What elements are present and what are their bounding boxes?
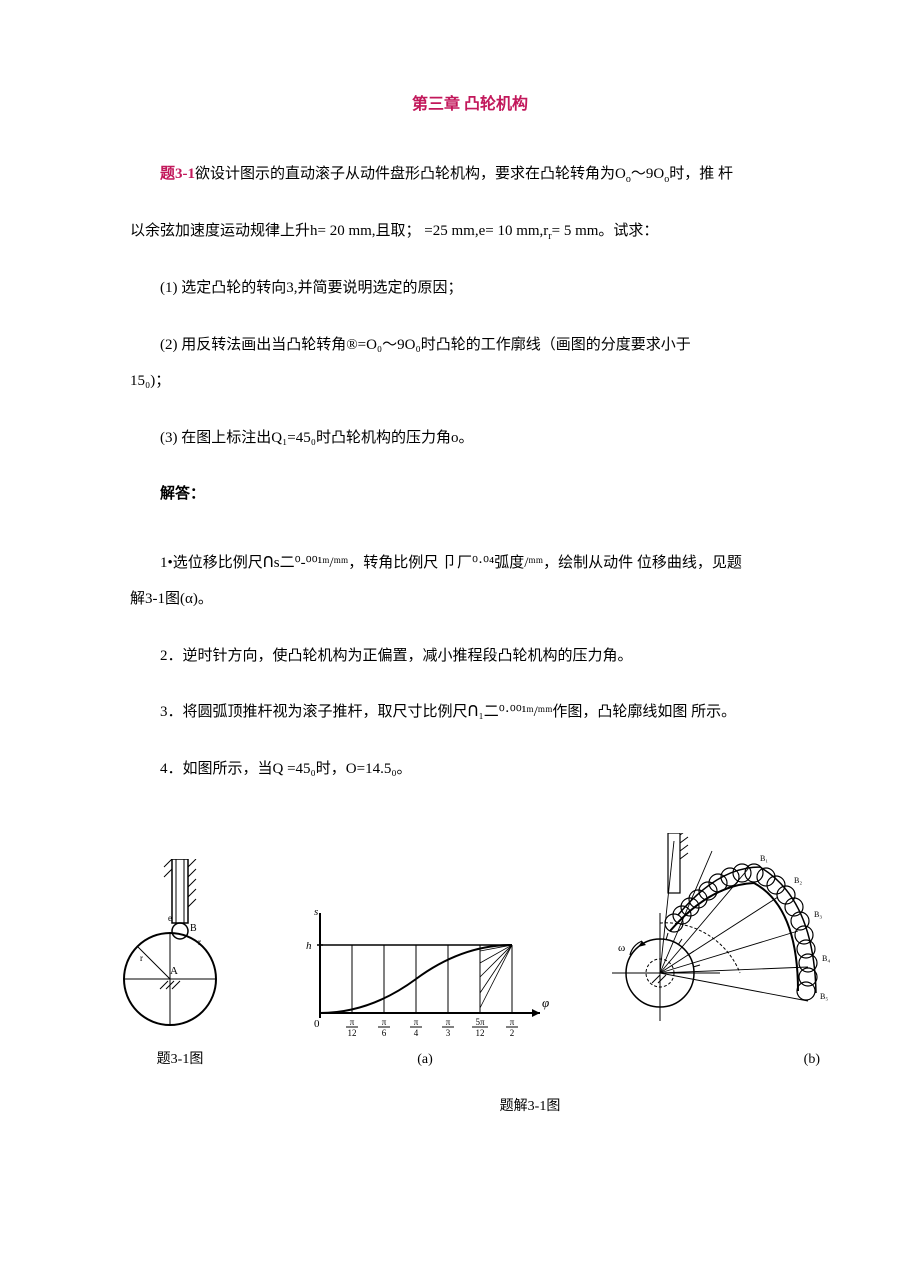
cam-sketch-svg: e B r A r xyxy=(120,859,240,1039)
answer-label: 解答： xyxy=(130,480,810,509)
svg-text:B₃: B₃ xyxy=(814,910,822,919)
figure-a-label: (a) xyxy=(417,1047,433,1074)
svg-text:B₄: B₄ xyxy=(822,954,830,963)
svg-text:h: h xyxy=(306,940,312,952)
svg-text:12: 12 xyxy=(348,1028,357,1038)
svg-text:12: 12 xyxy=(476,1028,485,1038)
svg-text:B₁: B₁ xyxy=(760,854,768,863)
svg-text:π: π xyxy=(414,1017,419,1027)
answer-step-1-cont: 解3-1图(α)。 xyxy=(130,585,810,614)
svg-text:B: B xyxy=(190,923,197,934)
svg-text:4: 4 xyxy=(414,1028,419,1038)
svg-text:e: e xyxy=(168,913,172,923)
svg-text:B₂: B₂ xyxy=(794,876,802,885)
svg-text:π: π xyxy=(350,1017,355,1027)
svg-text:3: 3 xyxy=(446,1028,451,1038)
question-line2: 以余弦加速度运动规律上升h= 20 mm,且取； =25 mm,e= 10 mm… xyxy=(130,217,810,246)
svg-text:0: 0 xyxy=(314,1018,320,1030)
svg-text:6: 6 xyxy=(382,1028,387,1038)
question-item-1: (1) 选定凸轮的转向3,并简要说明选定的原因； xyxy=(130,274,810,303)
figure-b-label: (b) xyxy=(804,1047,820,1074)
svg-text:ω: ω xyxy=(618,942,625,954)
question-item-2: (2) 用反转法画出当凸轮转角®=O₀〜9O₀时凸轮的工作廓线（画图的分度要求小… xyxy=(130,331,810,360)
svg-text:π: π xyxy=(382,1017,387,1027)
page-content: 第三章 凸轮机构 题3-1欲设计图示的直动滚子从动件盘形凸轮机构，要求在凸轮转角… xyxy=(130,90,810,1121)
cam-profile-svg: ω B₁ B₂ B₃ B₄ B₅ xyxy=(610,833,840,1043)
svg-text:π: π xyxy=(510,1017,515,1027)
question-item-3: (3) 在图上标注出Q₁=45₀时凸轮机构的压力角o。 xyxy=(130,424,810,453)
question-intro: 题3-1欲设计图示的直动滚子从动件盘形凸轮机构，要求在凸轮转角为Oo〜9Oo时，… xyxy=(130,160,810,189)
figure-a: s φ h 0 xyxy=(290,903,560,1074)
chapter-title: 第三章 凸轮机构 xyxy=(130,90,810,120)
svg-text:A: A xyxy=(170,965,178,977)
question-label: 题3-1 xyxy=(160,166,195,182)
svg-text:5π: 5π xyxy=(475,1017,485,1027)
figures-row: e B r A r xyxy=(120,833,840,1074)
svg-text:π: π xyxy=(446,1017,451,1027)
answer-step-4: 4．如图所示，当Q =45₀时，O=14.5₀。 xyxy=(130,755,810,784)
svg-text:2: 2 xyxy=(510,1028,515,1038)
answer-step-2: 2．逆时针方向，使凸轮机构为正偏置，减小推程段凸轮机构的压力角。 xyxy=(130,642,810,671)
answer-step-3: 3．将圆弧顶推杆视为滚子推杆，取尺寸比例尺ᑎ₁二⁰·⁰⁰¹ᵐ/ᵐᵐ作图，凸轮廓线… xyxy=(130,698,810,727)
figure-1-caption: 题3-1图 xyxy=(157,1047,204,1074)
question-item-2-cont: 15₀)； xyxy=(130,367,810,396)
svg-text:r: r xyxy=(140,953,143,963)
svg-text:B₅: B₅ xyxy=(820,992,828,1001)
svg-text:s: s xyxy=(314,906,318,918)
displacement-curve-svg: s φ h 0 xyxy=(290,903,560,1043)
figure-1: e B r A r xyxy=(120,859,240,1074)
answer-step-1: 1•选位移比例尺ᑎs二⁰-⁰⁰¹ᵐ/ᵐᵐ，转角比例尺 卩厂⁰·⁰⁴弧度/ᵐᵐ，绘… xyxy=(130,549,810,578)
svg-text:φ: φ xyxy=(542,995,549,1010)
figure-b: ω B₁ B₂ B₃ B₄ B₅ (b) xyxy=(610,833,840,1074)
solution-figure-caption: 题解3-1图 xyxy=(250,1094,810,1121)
